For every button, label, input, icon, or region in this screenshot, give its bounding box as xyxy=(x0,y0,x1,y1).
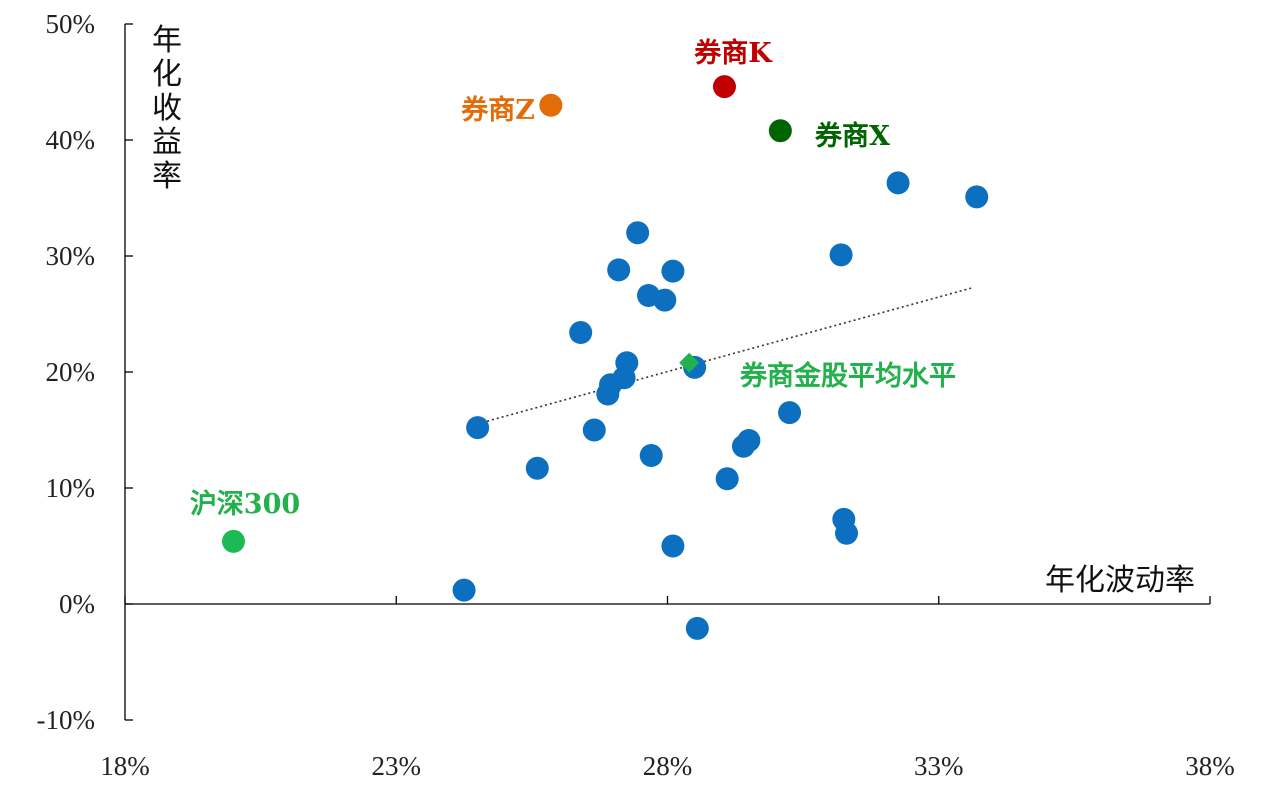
scatter-point xyxy=(569,321,593,345)
scatter-point xyxy=(661,259,685,283)
scatter-point xyxy=(615,351,639,375)
annotation-layer: 券商K 券商Z 券商X 沪深300 券商金股平均水平 xyxy=(190,37,956,520)
y-tick-label: -10% xyxy=(37,705,95,735)
point-annotation: 券商Z xyxy=(461,94,535,126)
axes: -10% 0% 10% 20% 30% 40% 50% 18% 23% 28% 33% 38% 年化收益… xyxy=(37,9,1235,781)
y-tick-label: 10% xyxy=(46,473,96,503)
y-tick-label: 30% xyxy=(46,241,96,271)
scatter-point xyxy=(607,258,631,282)
scatter-point xyxy=(525,456,549,480)
scatter-point xyxy=(835,521,859,545)
scatter-point xyxy=(712,75,736,99)
scatter-point-diamond xyxy=(679,352,700,373)
y-tick-label: 50% xyxy=(46,9,96,39)
x-tick-label: 33% xyxy=(914,751,964,781)
trendline-layer xyxy=(467,286,975,428)
scatter-point xyxy=(886,171,910,195)
scatter-point xyxy=(829,243,853,267)
scatter-point xyxy=(466,416,490,440)
y-axis-title: 年化收益率 xyxy=(152,23,182,194)
x-axis-title: 年化波动率 xyxy=(1045,563,1195,598)
x-tick-label: 28% xyxy=(643,751,693,781)
x-tick-label: 23% xyxy=(372,751,422,781)
scatter-point xyxy=(653,288,677,312)
scatter-point xyxy=(582,418,606,442)
scatter-point xyxy=(715,467,739,491)
point-annotation: 沪深300 xyxy=(190,489,300,520)
y-tick-label: 0% xyxy=(59,589,95,619)
scatter-point xyxy=(626,221,650,245)
trendline xyxy=(467,286,975,428)
scatter-point xyxy=(661,534,685,558)
y-tick-label: 20% xyxy=(46,357,96,387)
scatter-point xyxy=(778,401,802,425)
scatter-point xyxy=(965,185,989,209)
scatter-point xyxy=(737,428,761,452)
point-annotation: 券商X xyxy=(815,120,890,152)
points-layer xyxy=(222,75,989,640)
scatter-point xyxy=(452,578,476,602)
scatter-point xyxy=(222,529,245,553)
point-annotation: 券商K xyxy=(694,37,773,69)
scatter-point xyxy=(639,444,663,468)
y-tick-label: 40% xyxy=(46,125,96,155)
point-annotation: 券商金股平均水平 xyxy=(740,360,956,392)
scatter-point xyxy=(539,93,563,117)
scatter-point xyxy=(685,616,709,640)
x-tick-label: 18% xyxy=(100,751,150,781)
x-tick-label: 38% xyxy=(1185,751,1235,781)
scatter-point xyxy=(768,119,792,143)
